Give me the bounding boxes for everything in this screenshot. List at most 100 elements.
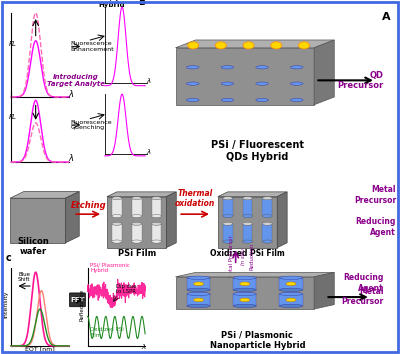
- Circle shape: [188, 42, 199, 49]
- Circle shape: [194, 298, 204, 302]
- Circle shape: [194, 282, 204, 286]
- Polygon shape: [132, 198, 142, 216]
- Ellipse shape: [152, 222, 162, 225]
- Ellipse shape: [262, 197, 272, 200]
- Text: Metal
Precursor: Metal Precursor: [341, 287, 384, 307]
- Polygon shape: [132, 224, 142, 241]
- Polygon shape: [112, 224, 122, 241]
- Ellipse shape: [186, 66, 199, 69]
- Ellipse shape: [187, 276, 210, 279]
- Text: Fluorescence
Quenching: Fluorescence Quenching: [70, 120, 112, 130]
- Ellipse shape: [112, 222, 122, 225]
- Ellipse shape: [233, 288, 256, 291]
- Circle shape: [271, 42, 282, 49]
- Polygon shape: [242, 224, 252, 241]
- Text: Dip due
to LSPR: Dip due to LSPR: [116, 284, 137, 295]
- Text: Reducing
Agent: Reducing Agent: [356, 217, 396, 236]
- Polygon shape: [314, 40, 334, 105]
- Polygon shape: [65, 192, 79, 243]
- Text: FFT: FFT: [70, 297, 85, 303]
- Polygon shape: [10, 198, 65, 243]
- Ellipse shape: [132, 215, 142, 218]
- Text: PSi / Plasmonic
Nanoparticle Hybrid: PSi / Plasmonic Nanoparticle Hybrid: [210, 330, 305, 350]
- Circle shape: [286, 282, 296, 286]
- Text: PSi /QDs
Hybrid: PSi /QDs Hybrid: [95, 0, 129, 8]
- Ellipse shape: [290, 82, 303, 85]
- Ellipse shape: [233, 304, 256, 308]
- Polygon shape: [242, 198, 252, 216]
- Text: Oxidized PSi Film: Oxidized PSi Film: [210, 249, 285, 258]
- Text: Reduction: Reduction: [249, 243, 254, 270]
- Polygon shape: [280, 294, 302, 306]
- Ellipse shape: [132, 197, 142, 200]
- Ellipse shape: [112, 215, 122, 218]
- Polygon shape: [187, 278, 210, 290]
- Ellipse shape: [280, 292, 302, 296]
- Ellipse shape: [132, 240, 142, 243]
- Circle shape: [240, 282, 250, 286]
- Ellipse shape: [221, 66, 234, 69]
- Text: Reducing
Agent: Reducing Agent: [343, 273, 384, 293]
- Ellipse shape: [223, 197, 233, 200]
- Ellipse shape: [262, 222, 272, 225]
- Ellipse shape: [280, 304, 302, 308]
- Ellipse shape: [233, 292, 256, 296]
- Ellipse shape: [280, 276, 302, 279]
- Circle shape: [240, 298, 250, 302]
- Polygon shape: [218, 192, 287, 197]
- Polygon shape: [176, 40, 334, 48]
- Ellipse shape: [242, 197, 252, 200]
- Polygon shape: [223, 198, 233, 216]
- Ellipse shape: [152, 215, 162, 218]
- Ellipse shape: [290, 98, 303, 102]
- Ellipse shape: [152, 197, 162, 200]
- Text: PSi/ Plasmonic
Hybrid: PSi/ Plasmonic Hybrid: [90, 262, 130, 273]
- Text: Silicon
wafer: Silicon wafer: [18, 236, 50, 256]
- Text: Reflectance: Reflectance: [79, 288, 84, 321]
- Ellipse shape: [187, 304, 210, 308]
- Text: PSi Film: PSi Film: [118, 249, 156, 258]
- Ellipse shape: [242, 240, 252, 243]
- Polygon shape: [152, 224, 162, 241]
- Polygon shape: [277, 192, 287, 248]
- Ellipse shape: [256, 98, 268, 102]
- Polygon shape: [107, 192, 176, 197]
- Ellipse shape: [242, 215, 252, 218]
- Polygon shape: [10, 192, 79, 198]
- Text: Intensity: Intensity: [3, 291, 8, 318]
- Ellipse shape: [290, 66, 303, 69]
- Polygon shape: [176, 277, 314, 309]
- Ellipse shape: [186, 98, 199, 102]
- Circle shape: [243, 42, 254, 49]
- Ellipse shape: [223, 215, 233, 218]
- Polygon shape: [262, 224, 272, 241]
- Text: Introducing
Target Analyte: Introducing Target Analyte: [47, 73, 105, 87]
- Text: FL: FL: [8, 41, 16, 47]
- Text: λ: λ: [146, 79, 151, 85]
- Ellipse shape: [223, 222, 233, 225]
- Text: Fluorescence
Enhancement: Fluorescence Enhancement: [70, 41, 114, 52]
- Ellipse shape: [223, 240, 233, 243]
- Text: EOT [nm]: EOT [nm]: [25, 347, 55, 352]
- Polygon shape: [262, 198, 272, 216]
- Text: Etching: Etching: [70, 201, 106, 210]
- Polygon shape: [176, 273, 334, 277]
- Ellipse shape: [187, 288, 210, 291]
- Text: QD
Precursor: QD Precursor: [337, 71, 384, 90]
- Polygon shape: [107, 197, 166, 248]
- Text: PSi / Fluorescent
QDs Hybrid: PSi / Fluorescent QDs Hybrid: [211, 140, 304, 162]
- Ellipse shape: [152, 240, 162, 243]
- Ellipse shape: [262, 240, 272, 243]
- Text: Metal
Precursor: Metal Precursor: [354, 185, 396, 205]
- Ellipse shape: [221, 98, 234, 102]
- Text: A: A: [382, 12, 391, 22]
- Polygon shape: [218, 197, 277, 248]
- FancyBboxPatch shape: [70, 293, 85, 307]
- Ellipse shape: [256, 82, 268, 85]
- Ellipse shape: [242, 222, 252, 225]
- Text: λ: λ: [141, 344, 145, 350]
- Ellipse shape: [221, 82, 234, 85]
- Circle shape: [298, 42, 310, 49]
- Ellipse shape: [280, 288, 302, 291]
- Text: Thermal
oxidation: Thermal oxidation: [175, 189, 215, 208]
